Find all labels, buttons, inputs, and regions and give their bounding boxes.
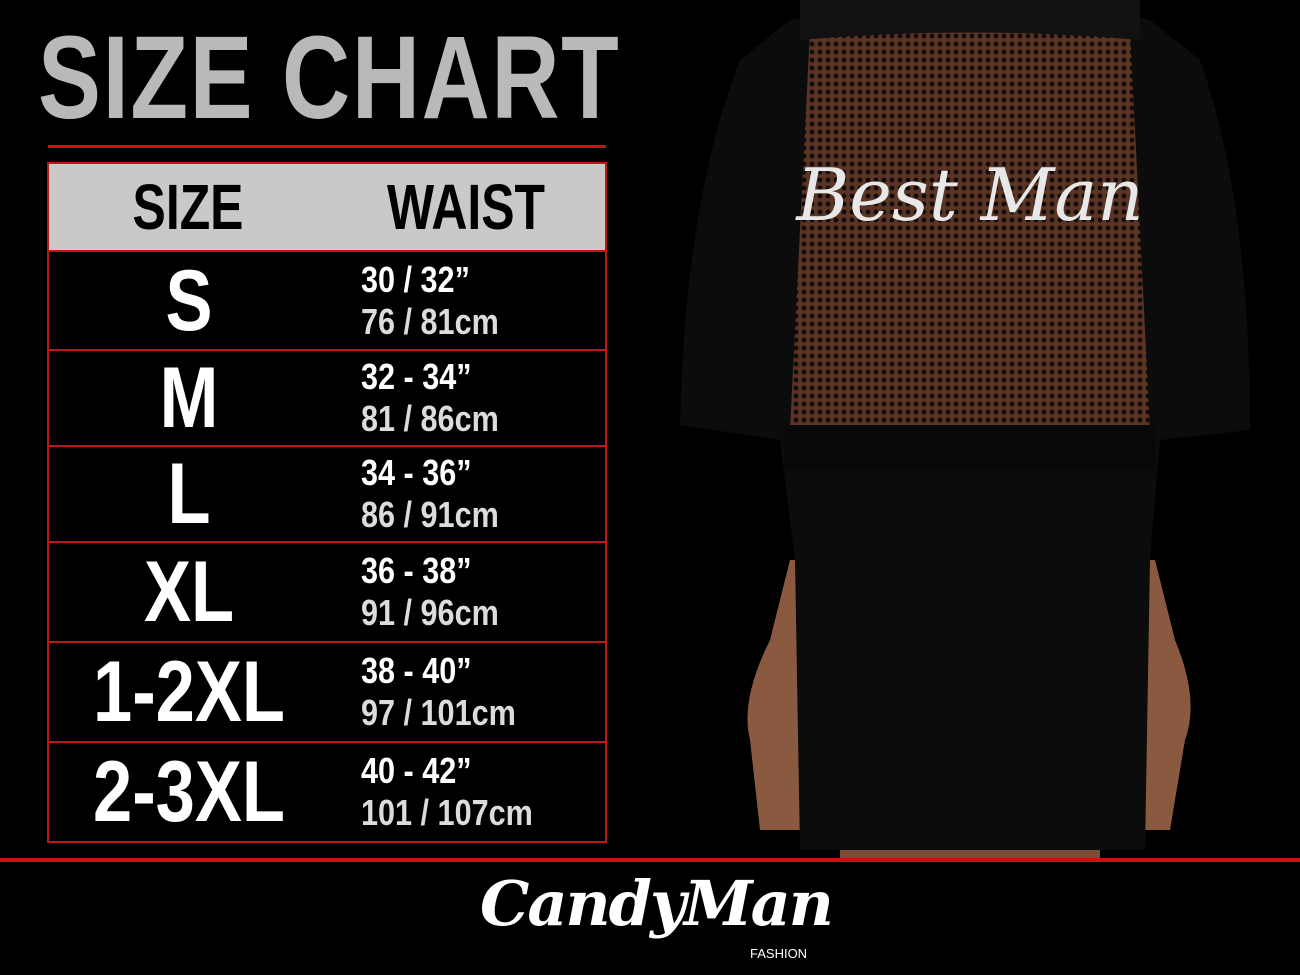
waist-inches: 38 - 40” bbox=[361, 650, 472, 691]
size-value: XL bbox=[143, 544, 235, 640]
table-row: 1-2XL 38 - 40” 97 / 101cm bbox=[49, 643, 605, 743]
waist-inches: 34 - 36” bbox=[361, 452, 472, 493]
waist-value: 30 / 32” 76 / 81cm bbox=[361, 259, 499, 343]
waist-inches: 32 - 34” bbox=[361, 356, 472, 397]
table-row: M 32 - 34” 81 / 86cm bbox=[49, 351, 605, 447]
size-value: 2-3XL bbox=[92, 744, 286, 840]
title-divider bbox=[48, 145, 606, 148]
size-table: SIZE WAIST S 30 / 32” 76 / 81cm M 32 - 3… bbox=[47, 162, 607, 843]
table-header: SIZE WAIST bbox=[49, 164, 605, 252]
size-value: L bbox=[167, 447, 211, 542]
footer-divider bbox=[0, 858, 1300, 862]
table-row: 2-3XL 40 - 42” 101 / 107cm bbox=[49, 743, 605, 841]
waist-value: 34 - 36” 86 / 91cm bbox=[361, 452, 499, 536]
waist-cm: 81 / 86cm bbox=[361, 398, 499, 439]
table-row: S 30 / 32” 76 / 81cm bbox=[49, 252, 605, 351]
brand-logo: CandyMan FASHION bbox=[480, 868, 834, 973]
brand-sub: FASHION bbox=[750, 946, 808, 961]
size-value: S bbox=[165, 252, 213, 349]
page-title: SIZE CHART bbox=[38, 12, 621, 144]
size-value: M bbox=[159, 351, 219, 446]
waist-cm: 97 / 101cm bbox=[361, 692, 516, 733]
waist-cm: 86 / 91cm bbox=[361, 494, 499, 535]
waist-inches: 40 - 42” bbox=[361, 750, 472, 791]
header-size: SIZE bbox=[132, 171, 244, 243]
waist-inches: 36 - 38” bbox=[361, 550, 472, 591]
waist-value: 36 - 38” 91 / 96cm bbox=[361, 550, 499, 634]
model-photo: Best Man bbox=[680, 0, 1250, 858]
table-row: L 34 - 36” 86 / 91cm bbox=[49, 447, 605, 543]
waist-value: 40 - 42” 101 / 107cm bbox=[361, 750, 533, 834]
table-row: XL 36 - 38” 91 / 96cm bbox=[49, 543, 605, 643]
waist-inches: 30 / 32” bbox=[361, 258, 470, 300]
waist-value: 32 - 34” 81 / 86cm bbox=[361, 356, 499, 440]
brand-name: CandyMan bbox=[480, 867, 834, 940]
garment-print-text: Best Man bbox=[794, 153, 1143, 237]
header-waist: WAIST bbox=[386, 171, 546, 243]
waist-cm: 91 / 96cm bbox=[361, 592, 499, 633]
waist-value: 38 - 40” 97 / 101cm bbox=[361, 650, 516, 734]
waist-cm: 76 / 81cm bbox=[361, 300, 499, 342]
size-value: 1-2XL bbox=[92, 644, 286, 740]
waist-cm: 101 / 107cm bbox=[361, 792, 533, 833]
